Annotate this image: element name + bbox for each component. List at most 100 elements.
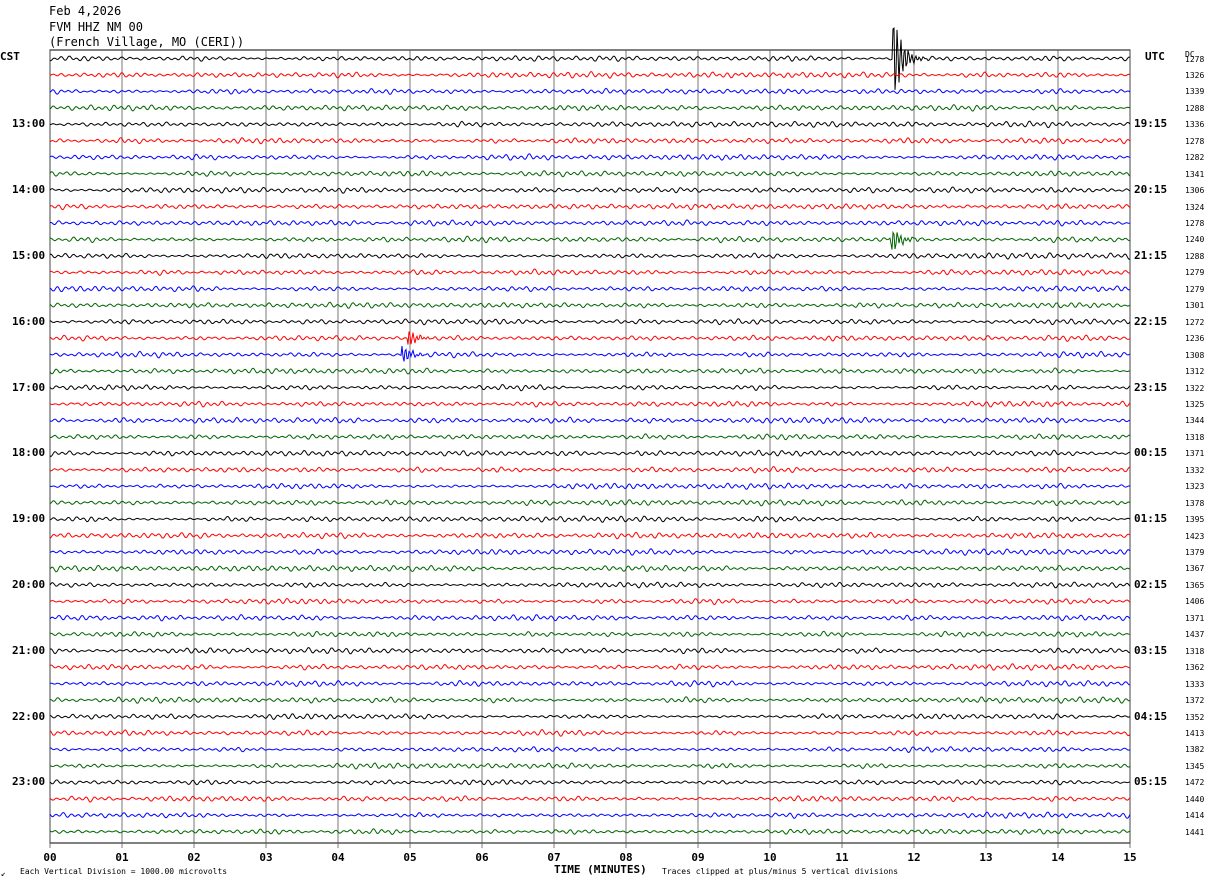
- trace-line-16: [49, 318, 1131, 326]
- trace-dc-value: 1306: [1185, 186, 1205, 196]
- clip-note: Traces clipped at plus/minus 5 vertical …: [662, 867, 899, 876]
- trace-line-28: [49, 515, 1131, 523]
- utc-hour-label: 19:15: [1134, 117, 1168, 131]
- trace-line-15: [49, 301, 1131, 309]
- trace-line-41: [49, 728, 1131, 737]
- trace-dc-value: 1437: [1185, 630, 1205, 640]
- trace-dc-value: 1326: [1185, 70, 1205, 80]
- cst-hour-label: 21:00: [12, 643, 46, 657]
- trace-dc-value: 1322: [1185, 383, 1205, 393]
- trace-line-9: [49, 202, 1131, 211]
- trace-dc-value: 1367: [1185, 564, 1205, 574]
- trace-line-43: [49, 762, 1131, 770]
- trace-line-3: [49, 103, 1131, 112]
- trace-line-21: [49, 400, 1131, 408]
- trace-dc-value: 1336: [1185, 120, 1205, 130]
- trace-dc-value: 1308: [1185, 350, 1205, 360]
- trace-dc-value: 1440: [1185, 794, 1205, 804]
- cst-hour-label: 13:00: [12, 117, 46, 131]
- x-tick-label: 14: [1051, 851, 1065, 864]
- trace-dc-value: 1318: [1185, 432, 1205, 442]
- trace-line-44: [49, 779, 1131, 786]
- x-axis-label: TIME (MINUTES): [554, 863, 647, 876]
- utc-hour-label: 22:15: [1134, 314, 1168, 328]
- trace-dc-value: 1333: [1185, 679, 1205, 689]
- trace-dc-value: 1288: [1185, 251, 1205, 261]
- utc-hour-label: 23:15: [1134, 380, 1168, 394]
- plot-frame: [49, 49, 1131, 844]
- trace-dc-value: 1382: [1185, 745, 1205, 755]
- trace-dc-value: 1371: [1185, 449, 1205, 459]
- trace-line-32: [49, 581, 1131, 589]
- trace-line-37: [49, 663, 1131, 671]
- trace-dc-value: 1312: [1185, 367, 1205, 377]
- trace-line-40: [49, 713, 1131, 720]
- trace-dc-value: 1240: [1185, 235, 1205, 245]
- trace-line-30: [49, 548, 1131, 557]
- trace-dc-value: 1406: [1185, 597, 1205, 607]
- trace-dc-value: 1278: [1185, 219, 1205, 228]
- header-location: (French Village, MO (CERI)): [49, 35, 245, 49]
- trace-line-20: [49, 384, 1131, 392]
- trace-line-11: [50, 230, 1131, 250]
- trace-dc-value: 1413: [1185, 728, 1205, 738]
- trace-dc-value: 1344: [1185, 416, 1205, 426]
- trace-dc-value: 1301: [1185, 301, 1205, 311]
- trace-line-6: [49, 153, 1131, 161]
- trace-dc-value: 1339: [1185, 87, 1205, 97]
- trace-line-17: [49, 331, 1131, 345]
- x-tick-label: 10: [763, 851, 777, 864]
- cst-hour-label: 15:00: [12, 248, 46, 262]
- trace-dc-value: 1345: [1185, 761, 1205, 771]
- trace-dc-value: 1318: [1185, 646, 1205, 656]
- trace-dc-value: 1472: [1185, 778, 1205, 788]
- cst-hour-label: 17:00: [12, 380, 46, 394]
- trace-dc-value: 1282: [1185, 153, 1205, 163]
- cst-hour-label: 23:00: [12, 775, 46, 789]
- utc-hour-label: 21:15: [1134, 248, 1168, 262]
- trace-dc-value: 1365: [1185, 580, 1205, 590]
- trace-dc-value: 1423: [1185, 531, 1205, 541]
- trace-dc-value: 1441: [1185, 827, 1205, 837]
- x-tick-label: 13: [979, 851, 993, 864]
- utc-hour-label: 05:15: [1134, 775, 1168, 789]
- x-tick-label: 00: [43, 851, 57, 864]
- trace-line-34: [49, 614, 1131, 622]
- trace-line-47: [49, 828, 1131, 835]
- trace-dc-value: 1325: [1185, 399, 1205, 409]
- trace-line-12: [49, 252, 1131, 260]
- x-tick-label: 09: [691, 851, 705, 864]
- cst-hour-label: 22:00: [12, 709, 46, 723]
- trace-dc-value: 1332: [1185, 465, 1205, 475]
- trace-dc-value: 1279: [1185, 284, 1205, 294]
- utc-hour-label: 01:15: [1134, 512, 1168, 526]
- trace-dc-value: 1371: [1185, 613, 1205, 623]
- cst-label: CST: [0, 50, 20, 63]
- x-tick-label: 02: [187, 851, 201, 864]
- trace-line-7: [49, 170, 1131, 178]
- trace-line-42: [49, 746, 1131, 754]
- trace-line-2: [49, 87, 1131, 95]
- x-tick-label: 08: [619, 851, 633, 864]
- trace-dc-value: 1378: [1185, 498, 1205, 508]
- trace-dc-value: 1341: [1185, 169, 1205, 179]
- trace-line-19: [49, 367, 1131, 375]
- trace-line-18: [49, 346, 1131, 362]
- trace-dc-value: 1278: [1185, 136, 1205, 146]
- trace-line-1: [49, 70, 1131, 79]
- trace-line-38: [49, 679, 1131, 688]
- x-tick-label: 15: [1123, 851, 1137, 864]
- trace-line-31: [49, 564, 1131, 573]
- utc-hour-label: 20:15: [1134, 183, 1168, 197]
- trace-dc-value: 1272: [1185, 317, 1205, 327]
- scale-note: Each Vertical Division = 1000.00 microvo…: [20, 867, 228, 876]
- trace-line-25: [49, 466, 1131, 474]
- utc-hour-label: 03:15: [1134, 643, 1168, 657]
- trace-line-23: [49, 433, 1131, 441]
- trace-line-24: [49, 449, 1130, 457]
- trace-line-39: [49, 696, 1131, 704]
- utc-hour-label: 00:15: [1134, 446, 1168, 460]
- trace-dc-value: 1324: [1185, 202, 1205, 212]
- cst-hour-label: 19:00: [12, 512, 46, 526]
